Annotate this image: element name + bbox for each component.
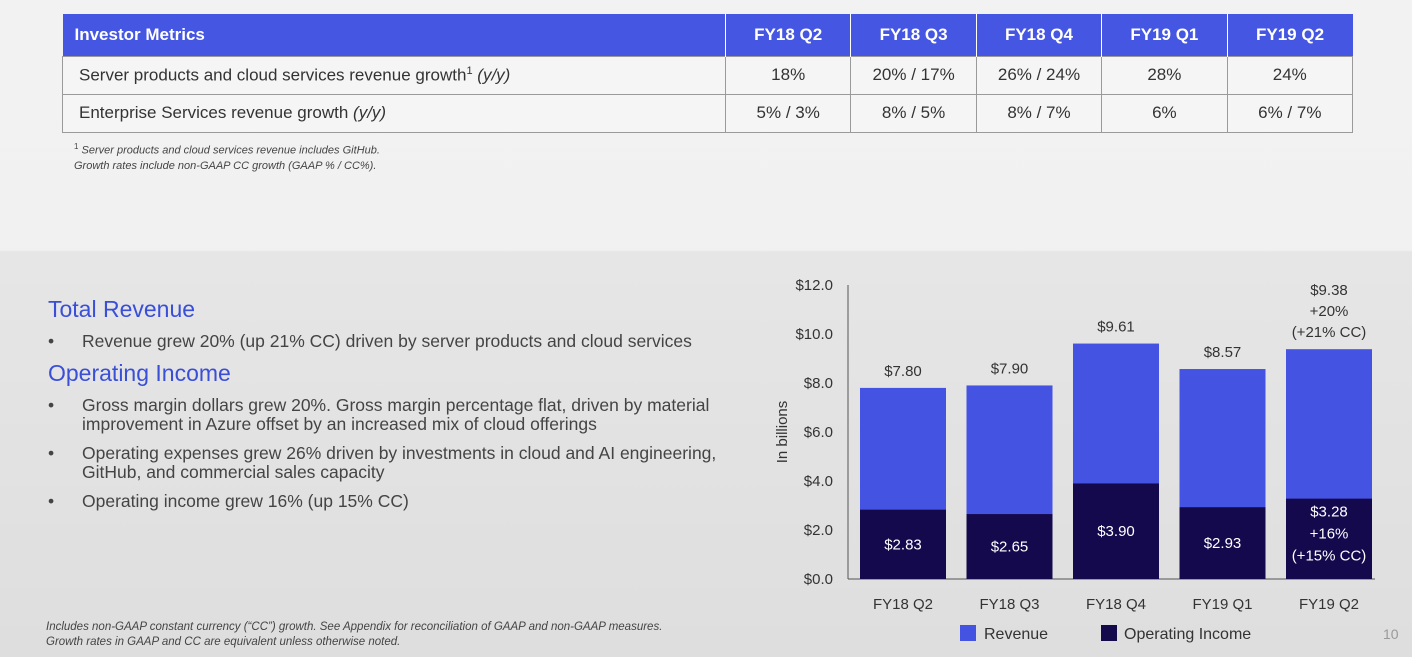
x-tick-label: FY18 Q2 <box>873 596 933 613</box>
disclaimer-line-1: Includes non-GAAP constant currency (“CC… <box>46 621 663 633</box>
operating-income-data-label: $3.90 <box>1097 523 1135 540</box>
bullet-icon: • <box>48 443 55 463</box>
table-header-cell: FY19 Q2 <box>1227 14 1353 56</box>
row-label-suffix: (y/y) <box>353 103 387 122</box>
table-row: Enterprise Services revenue growth (y/y)… <box>62 93 1354 133</box>
revenue-data-label: +20% <box>1310 303 1349 320</box>
revenue-bullet-list: • Revenue grew 20% (up 21% CC) driven by … <box>48 332 748 361</box>
y-tick-label: $0.0 <box>804 571 833 588</box>
x-tick-label: FY19 Q1 <box>1192 596 1252 613</box>
bullet-text: Operating expenses grew 26% driven by in… <box>82 443 717 482</box>
legend-swatch-operating-income <box>1101 625 1117 641</box>
operating-income-title: Operating Income <box>48 360 231 386</box>
x-tick-label: FY18 Q4 <box>1086 596 1146 613</box>
total-revenue-title: Total Revenue <box>48 296 196 322</box>
footnote-line-2: Growth rates include non-GAAP CC growth … <box>74 159 377 172</box>
table-cell: 6% <box>1101 93 1228 133</box>
y-tick-label: $6.0 <box>804 424 833 441</box>
row-label-server-products: Server products and cloud services reven… <box>62 55 726 95</box>
table-header-row: Investor Metrics FY18 Q2 FY18 Q3 FY18 Q4… <box>62 14 1353 56</box>
income-bullet-list: • Gross margin dollars grew 20%. Gross ma… <box>48 396 760 521</box>
operating-income-data-label: $2.93 <box>1204 535 1242 552</box>
list-item: • Revenue grew 20% (up 21% CC) driven by … <box>48 332 748 351</box>
bullet-text: Revenue grew 20% (up 21% CC) driven by s… <box>82 331 692 351</box>
y-tick-label: $8.0 <box>804 375 833 392</box>
table-header-cell: Investor Metrics <box>62 14 726 56</box>
legend-label-operating-income: Operating Income <box>1124 626 1251 643</box>
footnote-line-1: 1 Server products and cloud services rev… <box>74 139 380 159</box>
list-item: • Gross margin dollars grew 20%. Gross ma… <box>48 396 760 434</box>
y-tick-label: $2.0 <box>804 522 833 539</box>
table-row: Server products and cloud services reven… <box>62 55 1354 95</box>
table-header-cell: FY18 Q4 <box>976 14 1103 56</box>
operating-income-data-label: +16% <box>1310 526 1349 543</box>
legend-label-revenue: Revenue <box>984 626 1048 643</box>
bullet-icon: • <box>48 331 55 351</box>
row-label-enterprise-services: Enterprise Services revenue growth (y/y) <box>62 93 726 133</box>
row-label-text: Enterprise Services revenue growth <box>79 103 349 122</box>
operating-income-bar <box>860 509 946 579</box>
operating-income-data-label: $2.83 <box>884 536 922 553</box>
footnote-text: Server products and cloud services reven… <box>81 144 380 157</box>
y-tick-label: $10.0 <box>795 326 833 343</box>
table-cell: 28% <box>1101 55 1228 95</box>
row-label-suffix: (y/y) <box>477 65 511 85</box>
operating-income-bar <box>1179 507 1266 579</box>
table-cell: 18% <box>724 55 852 95</box>
operating-income-bar <box>966 514 1053 579</box>
revenue-data-label: $9.61 <box>1097 319 1135 336</box>
table-cell: 6% / 7% <box>1226 93 1354 133</box>
operating-income-bar <box>1073 483 1159 579</box>
x-tick-label: FY18 Q3 <box>979 596 1039 613</box>
operating-income-bar <box>1286 498 1372 579</box>
operating-income-data-label: $3.28 <box>1310 504 1348 521</box>
footnote-marker: 1 <box>74 142 79 151</box>
bullet-icon: • <box>48 395 55 415</box>
table-cell: 8% / 5% <box>850 93 977 133</box>
bullet-text: Operating income grew 16% (up 15% CC) <box>82 491 409 511</box>
footnote-marker: 1 <box>466 64 473 77</box>
list-item: • Operating expenses grew 26% driven by i… <box>48 444 760 482</box>
table-footnote: 1 Server products and cloud services rev… <box>74 139 380 174</box>
y-axis-label: In billions <box>774 401 791 464</box>
page-number: 10 <box>1383 626 1399 642</box>
table-header-cell: FY18 Q3 <box>850 14 977 56</box>
table-cell: 5% / 3% <box>724 93 852 133</box>
row-label-text: Server products and cloud services reven… <box>79 65 467 85</box>
revenue-data-label: $8.57 <box>1204 344 1242 361</box>
operating-income-data-label: $2.65 <box>991 539 1029 556</box>
x-tick-label: FY19 Q2 <box>1299 596 1359 613</box>
revenue-operating-income-chart: $0.0 $2.0 $4.0 $6.0 $8.0 $10.0 $12.0 In billion… <box>774 277 1375 643</box>
disclaimer-line-2: Growth rates in GAAP and CC are equivale… <box>46 636 401 648</box>
table-header-cell: FY19 Q1 <box>1101 14 1228 56</box>
legend-swatch-revenue <box>960 625 976 641</box>
bullet-icon: • <box>48 491 55 511</box>
revenue-data-label: $9.38 <box>1310 282 1348 299</box>
list-item: • Operating income grew 16% (up 15% CC) <box>48 492 760 511</box>
revenue-data-label: $7.90 <box>991 360 1029 377</box>
table-cell: 8% / 7% <box>975 93 1103 133</box>
investor-metrics-table: Investor Metrics FY18 Q2 FY18 Q3 FY18 Q4… <box>62 14 1354 133</box>
revenue-data-label: $7.80 <box>884 363 922 380</box>
table-header-cell: FY18 Q2 <box>725 14 852 56</box>
bullet-text: Gross margin dollars grew 20%. Gross mar… <box>82 395 710 434</box>
y-tick-label: $12.0 <box>795 277 833 294</box>
table-cell: 20% / 17% <box>850 55 977 95</box>
revenue-data-label: (+21% CC) <box>1292 324 1367 341</box>
gaap-disclaimer: Includes non-GAAP constant currency (“CC… <box>46 620 662 650</box>
y-tick-label: $4.0 <box>804 473 833 490</box>
table-cell: 26% / 24% <box>975 55 1103 95</box>
operating-income-data-label: (+15% CC) <box>1292 548 1367 565</box>
table-cell: 24% <box>1226 55 1354 95</box>
